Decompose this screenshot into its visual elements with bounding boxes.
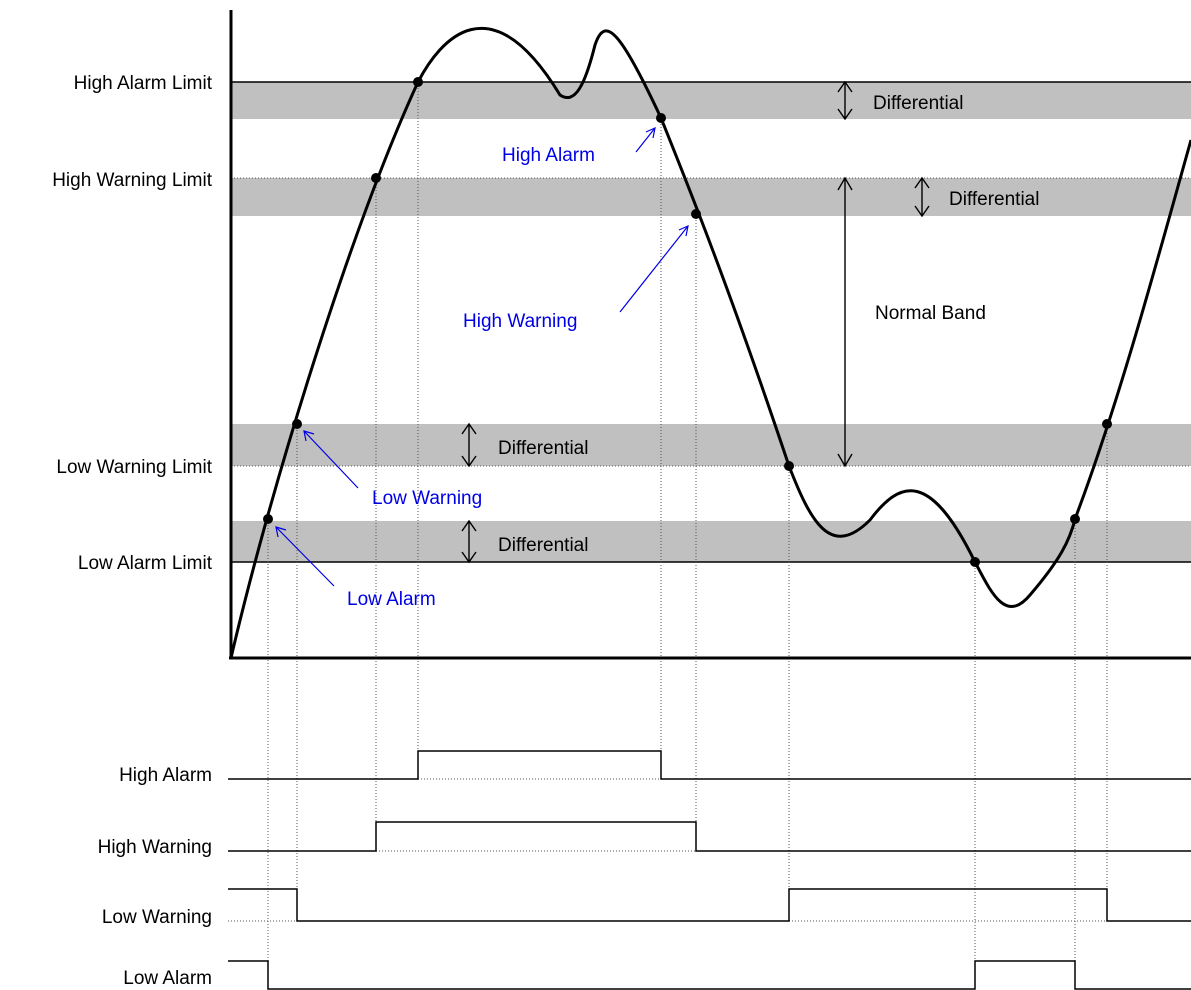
low-alarm-differential-band [231,521,1191,562]
low-warning-output-label: Low Warning [102,907,212,928]
high-alarm-output-label: High Alarm [119,765,212,786]
high-alarm-callout-arrow [635,126,656,153]
high-warning-callout-label: High Warning [463,311,577,332]
crossing-point [292,419,302,429]
crossing-point [970,557,980,567]
low-warning-callout-label: Low Warning [372,488,482,509]
differential-arrow-4 [461,519,477,564]
high-warning-differential-band [231,178,1191,216]
differential-label-3: Differential [498,438,588,459]
projection-lines [267,82,1108,975]
normal-band-label: Normal Band [875,303,986,324]
low-warning-trace [228,888,1191,922]
crossing-point [656,113,666,123]
differential-label-1: Differential [873,93,963,114]
crossing-point [1070,514,1080,524]
crossing-point [371,173,381,183]
differential-arrow-1 [837,80,853,121]
high-warning-callout-arrow [619,224,689,313]
low-warning-differential-band [231,424,1191,466]
high-alarm-trace [228,750,1191,780]
normal-band-arrow [837,176,853,468]
low-alarm-limit-label: Low Alarm Limit [78,553,213,574]
high-warning-limit-label: High Warning Limit [52,170,213,191]
low-alarm-callout-label: Low Alarm [347,589,436,610]
crossing-point [263,514,273,524]
high-alarm-differential-band [231,82,1191,119]
crossing-point [784,461,794,471]
high-warning-trace [228,821,1191,852]
high-alarm-callout-label: High Alarm [502,145,595,166]
differential-arrow-3 [461,422,477,468]
low-alarm-callout-arrow [275,526,335,587]
differential-label-4: Differential [498,535,588,556]
differential-arrow-2 [914,176,930,218]
crossing-points [263,77,1112,567]
low-warning-limit-label: Low Warning Limit [56,457,212,478]
high-warning-output-label: High Warning [98,837,212,858]
crossing-point [1102,419,1112,429]
process-value-curve [229,26,1191,659]
low-alarm-output-label: Low Alarm [123,968,212,989]
low-alarm-trace [228,960,1191,990]
high-alarm-limit-label: High Alarm Limit [74,73,213,94]
crossing-point [413,77,423,87]
differential-label-2: Differential [949,189,1039,210]
low-warning-callout-arrow [303,430,359,489]
crossing-point [691,209,701,219]
